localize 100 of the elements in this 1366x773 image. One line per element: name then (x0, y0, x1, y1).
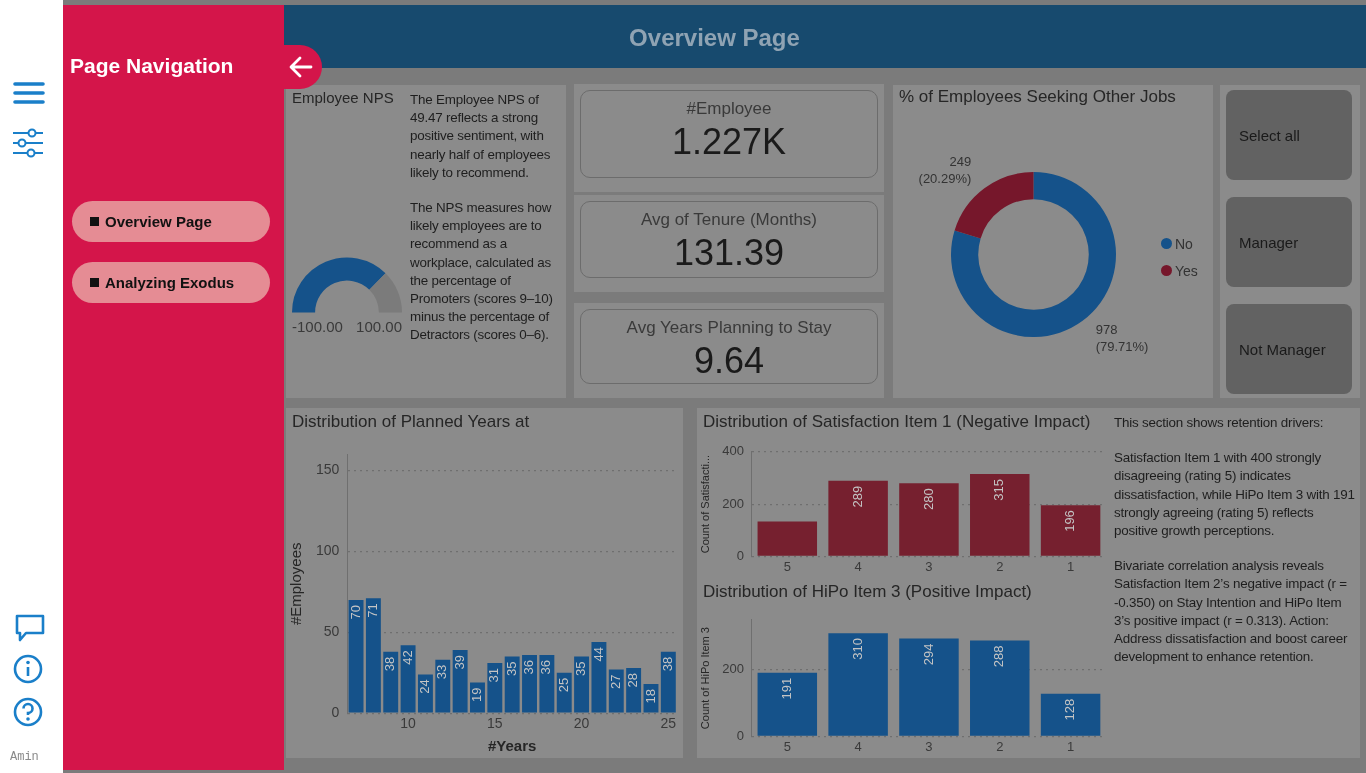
text: Page Navigation (70, 54, 234, 78)
y-tick-label: 0 (736, 547, 744, 563)
text: Manager (1239, 233, 1299, 251)
bar (970, 474, 1030, 556)
bar (608, 669, 624, 713)
bar (899, 483, 959, 556)
bar (383, 651, 399, 713)
bar (828, 633, 888, 736)
text: Analyzing Exodus (105, 274, 235, 291)
data-label: 128 (1062, 698, 1078, 721)
bar (660, 651, 676, 713)
bar (417, 674, 433, 713)
x-tick-label: 10 (400, 715, 417, 732)
data-label: 38 (382, 656, 398, 672)
y-tick-label: 150 (316, 461, 340, 478)
text: This section shows retention drivers: (1114, 414, 1325, 432)
bar (487, 663, 503, 713)
text: Not Manager (1239, 340, 1326, 358)
bar (1040, 505, 1101, 556)
text: 100.00 (356, 318, 402, 336)
y-axis-title: Count of HiPo Item 3 (698, 627, 711, 730)
data-label: 35 (573, 661, 589, 677)
chart-title: Distribution of Satisfaction Item 1 (Negative Impact) (703, 412, 1091, 432)
bar (828, 480, 888, 556)
legend-label: No (1175, 235, 1193, 252)
bar (970, 640, 1030, 736)
data-label: 249 (20.29%) (918, 153, 972, 186)
data-label: 28 (625, 672, 641, 688)
data-label: 35 (503, 661, 519, 677)
data-label: 71 (364, 603, 380, 618)
x-tick-label: 3 (925, 738, 933, 754)
bar (522, 654, 537, 713)
y-tick-label: 200 (722, 661, 744, 677)
bar (348, 599, 364, 713)
data-label: 294 (920, 643, 936, 666)
chart-title: % of Employees Seeking Other Jobs (899, 87, 1176, 107)
x-tick-label: 4 (854, 558, 862, 574)
x-tick-label: 3 (925, 558, 933, 574)
data-label: 280 (920, 488, 936, 510)
x-tick-label: 1 (1066, 558, 1075, 574)
x-tick-label: 25 (660, 715, 677, 732)
text: 131.39 (672, 232, 786, 274)
text: Overview Page (628, 24, 801, 52)
text: The NPS measures how likely employees are to recommend as a workplace, calculated as the percentage of Promoters (scores 9–10) minus the percentage of Detractors (scores 0–6). (410, 199, 554, 345)
x-tick-label: 4 (854, 738, 862, 754)
y-tick-label: 0 (736, 727, 744, 743)
text: The Employee NPS of 49.47 reflects a strong positive sentiment, with nearly half of employees likely to recommend. (410, 91, 552, 182)
text: Avg of Tenure (Months) (639, 210, 819, 230)
bar (591, 642, 607, 713)
text: 9.64 (692, 340, 766, 382)
data-label: 978 (79.71%) (1095, 321, 1149, 354)
data-label: 18 (642, 689, 658, 704)
chart-title: Distribution of HiPo Item 3 (Positive Impact) (703, 582, 1032, 602)
x-tick-label: 1 (1066, 738, 1075, 754)
x-tick-label: 2 (996, 738, 1004, 754)
data-label: 44 (590, 647, 606, 662)
y-tick-label: 200 (722, 495, 744, 511)
bar (539, 654, 555, 713)
x-tick-label: 5 (783, 558, 791, 574)
bar (757, 521, 818, 556)
data-label: 289 (849, 485, 865, 508)
x-tick-label: 5 (783, 738, 791, 754)
text: Select all (1239, 126, 1300, 144)
bar (400, 645, 416, 713)
data-label: 288 (991, 645, 1007, 668)
data-label: 33 (434, 664, 450, 680)
data-label: 31 (486, 668, 502, 683)
bar (435, 659, 451, 713)
text: Amin (10, 750, 39, 764)
data-label: 310 (849, 638, 865, 660)
bar (452, 650, 468, 713)
x-axis-title: #Years (487, 737, 537, 755)
text: Bivariate correlation analysis reveals Satisfaction Item 2’s negative impact (r = -0.350) on Stay Intention and HiPo Item 3’s positive impact (r = 0.313). Action: Address dissatisfaction and boost career development to enhance retention. (1114, 557, 1349, 667)
data-label: 191 (778, 677, 794, 700)
data-label: 38 (659, 656, 675, 672)
chart-title: Employee NPS (292, 89, 394, 106)
text: #Employee (685, 99, 773, 119)
data-label: 27 (607, 674, 623, 689)
data-label: 36 (521, 659, 537, 675)
data-label: 36 (538, 659, 554, 675)
bar (757, 672, 818, 736)
data-label: 39 (451, 655, 467, 670)
text: Satisfaction Item 1 with 400 strongly disagreeing (rating 5) indicates dissatisfaction, while HiPo Item 3 with 191 strongly agreeing (rating 5) reflects positive growth perceptions. (1114, 449, 1356, 540)
data-label: 315 (991, 479, 1007, 501)
text: Avg Years Planning to Stay (625, 318, 833, 338)
y-axis-title: #Employees (287, 542, 305, 626)
text: Overview Page (105, 213, 212, 230)
data-label: 42 (399, 650, 415, 665)
y-tick-label: 0 (331, 704, 340, 721)
bar (1040, 693, 1101, 736)
y-tick-label: 400 (722, 443, 744, 459)
data-label: 19 (469, 687, 485, 702)
legend-label: Yes (1175, 262, 1198, 279)
y-tick-label: 50 (323, 623, 340, 640)
data-label: 25 (555, 677, 571, 693)
bar (899, 638, 959, 736)
bar (574, 656, 590, 713)
y-axis-title: Count of Satisfacti... (698, 454, 711, 554)
x-tick-label: 15 (487, 715, 503, 732)
text: -100.00 (292, 318, 343, 336)
